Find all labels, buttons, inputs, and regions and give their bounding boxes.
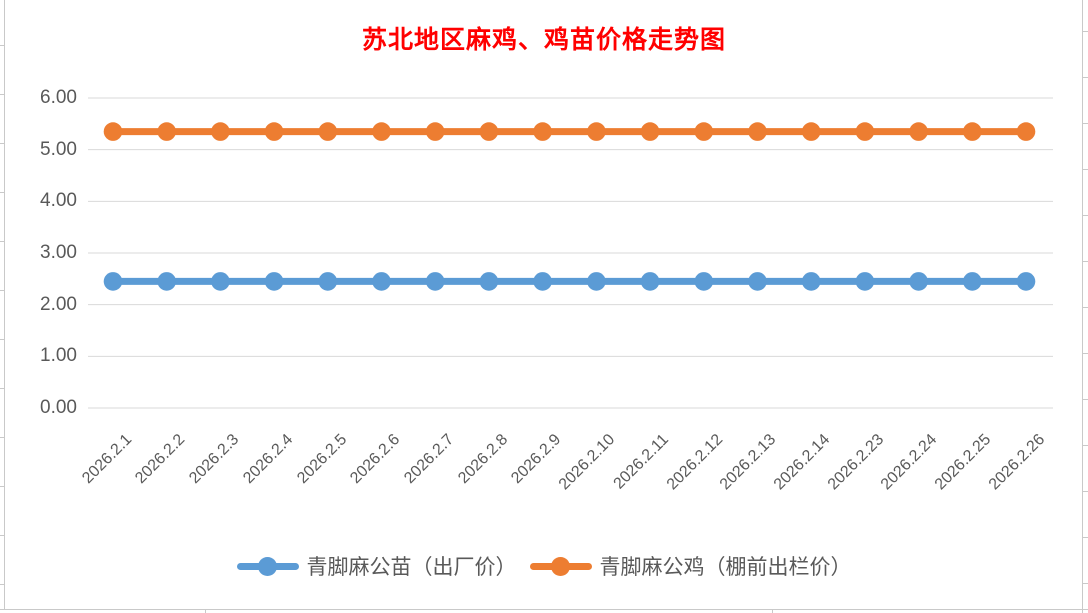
chart-title: 苏北地区麻鸡、鸡苗价格走势图	[361, 27, 726, 54]
sheet-gridline-stub	[1083, 537, 1088, 538]
data-point	[801, 272, 821, 291]
data-point	[963, 272, 982, 291]
sheet-gridline-stub	[205, 610, 206, 613]
data-point	[425, 122, 445, 141]
y-tick-label: 1.00	[40, 345, 77, 367]
data-point	[425, 272, 445, 291]
data-point	[748, 122, 767, 141]
sheet-gridline-stub	[0, 388, 4, 389]
chart-legend: 青脚麻公苗（出厂价） 青脚麻公鸡（棚前出栏价）	[0, 551, 1088, 581]
data-point	[211, 272, 230, 291]
legend-dot-icon	[550, 556, 570, 576]
sheet-gridline-stub	[1083, 31, 1088, 32]
sheet-gridline-stub	[0, 290, 4, 291]
sheet-gridline-left	[4, 0, 5, 609]
data-point	[264, 122, 284, 141]
sheet-gridline-stub	[0, 437, 4, 438]
sheet-gridline-stub	[0, 143, 4, 144]
sheet-gridline-stub	[1083, 261, 1088, 262]
y-tick-label: 0.00	[40, 397, 77, 418]
sheet-gridline-stub	[1083, 491, 1088, 492]
legend-label-rooster: 青脚麻公鸡（棚前出栏价）	[599, 555, 852, 579]
y-tick-label: 5.00	[40, 138, 77, 160]
data-point	[479, 272, 499, 291]
sheet-gridline-stub	[0, 486, 4, 487]
legend-dot-icon	[257, 556, 277, 576]
sheet-gridline-bottom	[0, 609, 1088, 610]
sheet-gridline-stub	[0, 45, 4, 46]
sheet-gridline-stub	[1083, 399, 1088, 400]
sheet-gridline-stub	[1083, 353, 1088, 354]
data-point	[694, 272, 714, 291]
data-point	[264, 272, 284, 291]
sheet-gridline-stub	[1083, 583, 1088, 584]
data-point	[211, 122, 230, 141]
data-point	[533, 272, 552, 291]
y-tick-label: 2.00	[40, 293, 77, 315]
data-point	[748, 272, 767, 291]
sheet-gridline-stub	[0, 339, 4, 340]
sheet-gridline-stub	[0, 94, 4, 95]
data-point	[1016, 272, 1036, 291]
legend-line-marker-icon	[236, 556, 299, 576]
sheet-gridline-stub	[0, 192, 4, 193]
y-tick-label: 6.00	[40, 87, 77, 108]
data-point	[103, 272, 123, 291]
sheet-gridline-stub	[1083, 77, 1088, 78]
data-point	[479, 122, 499, 141]
sheet-gridline-stub	[1083, 445, 1088, 446]
sheet-gridline-stub	[1083, 307, 1088, 308]
sheet-gridline-stub	[772, 610, 773, 613]
data-point	[533, 122, 552, 141]
legend-line-marker-icon	[529, 556, 592, 576]
data-point	[1016, 122, 1036, 141]
sheet-gridline-stub	[0, 584, 4, 585]
data-point	[372, 122, 391, 141]
data-point	[963, 122, 982, 141]
data-point	[855, 122, 875, 141]
data-point	[157, 272, 176, 291]
data-point	[640, 122, 660, 141]
sheet-gridline-stub	[0, 241, 4, 242]
data-point	[318, 122, 338, 141]
y-tick-label: 3.00	[40, 242, 77, 263]
data-point	[372, 272, 391, 291]
data-point	[855, 272, 875, 291]
sheet-gridline-stub	[1083, 215, 1088, 216]
sheet-gridline-stub	[1083, 123, 1088, 124]
data-point	[157, 122, 176, 141]
data-point	[909, 272, 928, 291]
legend-item-chick-price[interactable]: 青脚麻公苗（出厂价）	[236, 551, 517, 581]
y-tick-label: 4.00	[40, 190, 77, 212]
data-point	[801, 122, 821, 141]
sheet-gridline-stub	[0, 535, 4, 536]
legend-item-rooster-price[interactable]: 青脚麻公鸡（棚前出栏价）	[529, 551, 852, 581]
sheet-gridline-right	[1082, 0, 1083, 613]
data-point	[587, 272, 606, 291]
data-point	[318, 272, 338, 291]
legend-label-chick: 青脚麻公苗（出厂价）	[306, 555, 517, 579]
sheet-gridline-stub	[1083, 169, 1088, 170]
data-point	[909, 122, 928, 141]
data-point	[694, 122, 714, 141]
data-point	[103, 122, 123, 141]
data-point	[640, 272, 660, 291]
data-point	[587, 122, 606, 141]
